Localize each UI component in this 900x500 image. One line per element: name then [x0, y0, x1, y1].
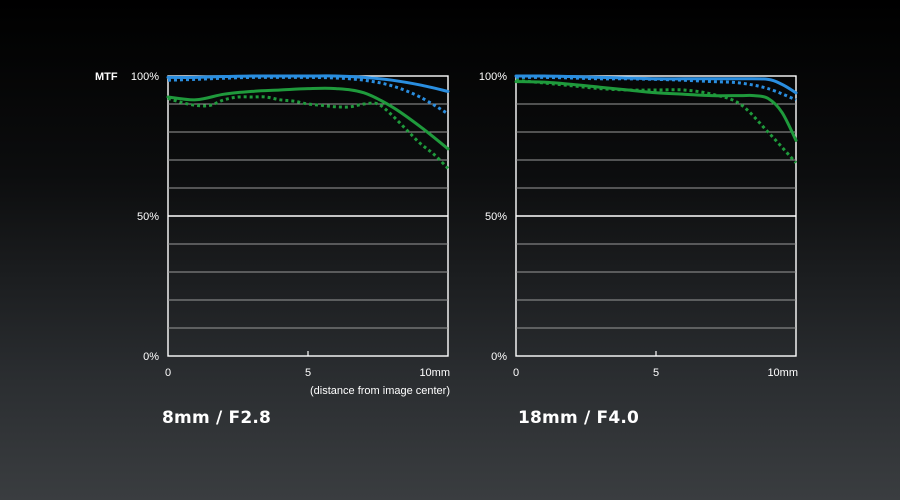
y-axis-label: MTF [95, 71, 118, 83]
x-tick-label: 0 [513, 367, 519, 379]
chart-title-18mm: 18mm / F4.0 [518, 408, 640, 428]
y-tick-label: 50% [485, 211, 507, 223]
x-tick-label: 0 [165, 367, 171, 379]
y-tick-label: 50% [137, 211, 159, 223]
y-tick-label: 100% [131, 71, 159, 83]
x-tick-label: 10mm [419, 367, 450, 379]
y-tick-label: 0% [491, 351, 507, 363]
series-line-1 [167, 75, 449, 116]
series-line-3 [515, 78, 798, 164]
chart-8mm: 0% 50% 100% 0 5 10mm MTF (distance from image c… [95, 71, 450, 397]
series-line-2 [166, 86, 450, 151]
y-tick-label: 100% [479, 71, 507, 83]
series-line-1 [515, 75, 797, 102]
y-tick-label: 0% [143, 351, 159, 363]
chart-18mm: 0% 50% 100% 0 5 10mm [479, 71, 798, 379]
chart-title-8mm: 8mm / F2.8 [162, 408, 272, 428]
x-tick-label: 10mm [767, 367, 798, 379]
x-tick-label: 5 [305, 367, 311, 379]
x-tick-label: 5 [653, 367, 659, 379]
series-line-0 [514, 74, 798, 95]
x-axis-label: (distance from image center) [310, 385, 450, 397]
series-line-3 [167, 95, 450, 170]
